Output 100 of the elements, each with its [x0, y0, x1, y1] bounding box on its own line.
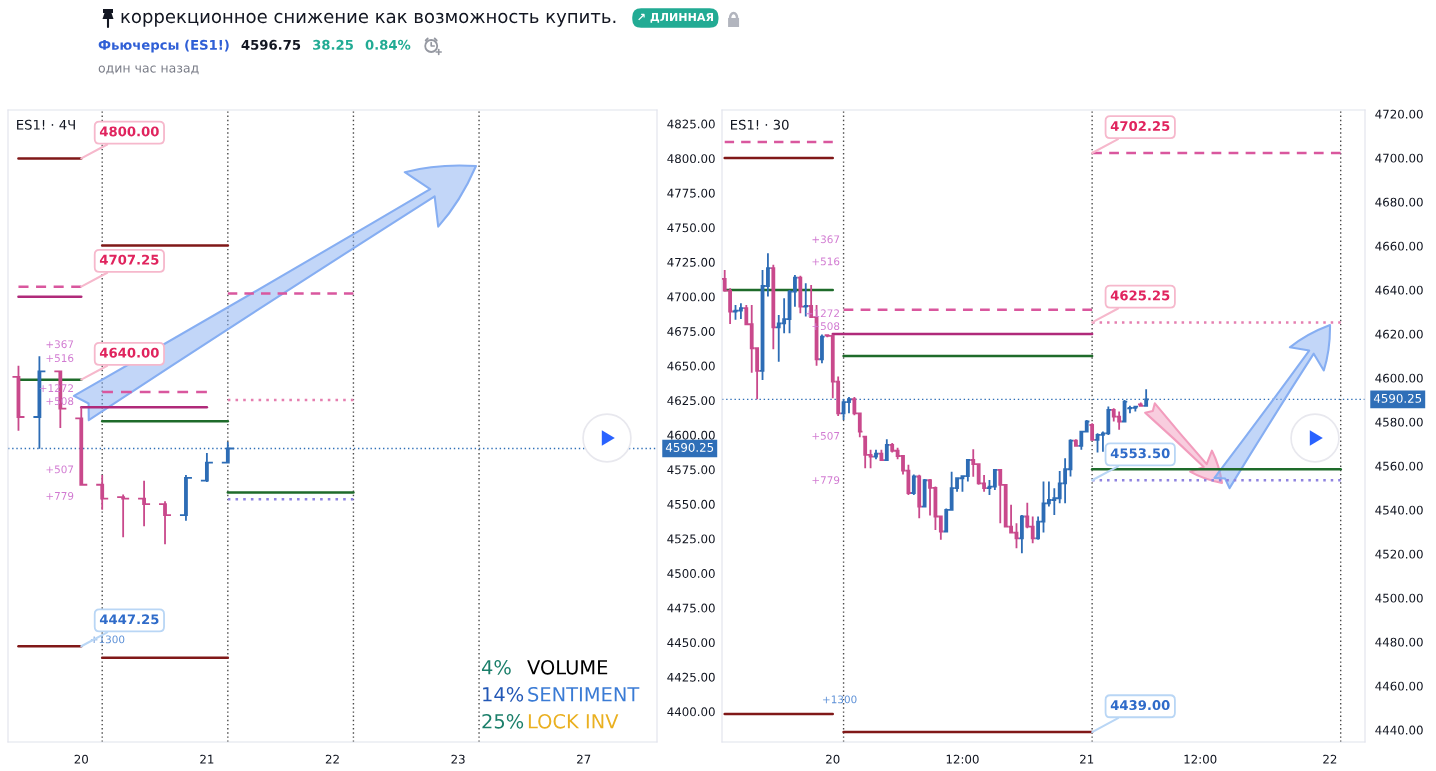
y-tick-label: 4700.00 [667, 292, 715, 302]
y-tick-label: 4540.00 [1375, 505, 1423, 515]
text: 0.84% [365, 39, 411, 50]
candlestick [1088, 422, 1096, 442]
annotation: +516 [812, 257, 840, 266]
candlestick [1131, 404, 1139, 413]
candlestick [158, 500, 172, 546]
x-tick-label: 22 [325, 754, 339, 764]
y-tick-label: 4620.00 [1375, 329, 1423, 339]
x-tick-label: 20 [826, 754, 840, 764]
y-tick-label: 4450.00 [667, 638, 715, 648]
x-tick-label: 20 [74, 754, 88, 764]
y-tick-label: 4720.00 [1375, 109, 1423, 119]
annotation: +779 [812, 476, 840, 485]
y-tick-label: 4500.00 [1375, 593, 1423, 603]
y-tick-label: 4560.00 [1375, 461, 1423, 471]
y-tick-label: 4550.00 [667, 499, 715, 509]
data-label: 4625.25 [1110, 290, 1170, 301]
annotation: +779 [46, 491, 74, 500]
annotation: VOLUME [527, 659, 608, 675]
text: коррекционное снижение как возможность купить. [121, 12, 616, 27]
candlestick [996, 468, 1004, 525]
data-label: 4702.25 [1110, 121, 1170, 132]
candlestick [1072, 438, 1080, 448]
y-tick-label: 4650.00 [667, 361, 715, 371]
y-tick-label: 4425.00 [667, 672, 715, 682]
text: ES1! · 30 [731, 119, 789, 130]
data-label: 4553.50 [1110, 448, 1170, 459]
candlestick [877, 448, 886, 462]
candlestick [883, 438, 891, 462]
x-tick-label: 23 [451, 754, 465, 764]
y-tick-label: 4660.00 [1375, 241, 1423, 251]
y-tick-label: 4775.00 [667, 188, 715, 198]
y-tick-label: 4500.00 [667, 569, 715, 578]
y-tick-label: 4460.00 [1375, 681, 1423, 691]
y-tick-label: 4525.00 [667, 534, 715, 544]
y-tick-label: 4580.00 [1375, 417, 1423, 427]
y-tick-label: 4575.00 [667, 465, 715, 475]
annotation: +516 [46, 354, 74, 363]
x-tick-label: 21 [1080, 754, 1094, 764]
annotation: +1300 [823, 695, 857, 704]
y-tick-label: 4675.00 [667, 326, 715, 336]
candlestick [818, 333, 826, 365]
candlestick [199, 452, 214, 483]
x-tick-label: 21 [200, 754, 214, 764]
y-tick-label: 4625.00 [667, 396, 715, 406]
text: ↗ ДЛИННАЯ [638, 12, 714, 23]
candlestick [1115, 410, 1123, 431]
ref-line-label: 4590.25 [1373, 393, 1422, 403]
y-tick-label: 4800.00 [667, 154, 715, 164]
text: один час назад [98, 65, 199, 75]
text: 4596.75 [241, 39, 301, 50]
y-tick-label: 4400.00 [667, 707, 715, 717]
candlestick [116, 493, 131, 539]
data-label: 4439.00 [1110, 700, 1170, 711]
ref-line-label: 4590.25 [665, 442, 714, 452]
y-tick-label: 4825.00 [667, 119, 715, 129]
y-tick-label: 4600.00 [1375, 373, 1423, 383]
data-label: 4800.00 [99, 126, 159, 137]
y-tick-label: 4640.00 [1375, 285, 1423, 295]
x-tick-label: 12:00 [1184, 754, 1217, 764]
y-tick-label: 4750.00 [667, 223, 715, 233]
y-tick-label: 4520.00 [1375, 549, 1423, 559]
candlestick [991, 468, 999, 491]
text: 38.25 [313, 39, 353, 50]
candlestick [769, 263, 777, 351]
candlestick [915, 473, 923, 520]
annotation: 14% [483, 686, 524, 702]
candlestick [1137, 401, 1145, 408]
candlestick [1018, 514, 1026, 555]
y-tick-label: 4480.00 [1375, 637, 1423, 647]
x-tick-label: 22 [1323, 754, 1337, 764]
candlestick [95, 474, 110, 511]
y-tick-label: 4440.00 [1375, 725, 1423, 735]
x-tick-label: 12:00 [946, 754, 979, 764]
data-label: 4707.25 [99, 254, 159, 265]
annotation: +1300 [90, 635, 125, 644]
data-label: 4447.25 [99, 614, 159, 625]
annotation: 25% [482, 713, 524, 729]
annotation: SENTIMENT [528, 686, 640, 702]
data-label: 4640.00 [99, 347, 159, 358]
annotation: +507 [46, 465, 74, 474]
x-tick-label: 27 [577, 754, 591, 764]
y-tick-label: 4600.00 [667, 430, 715, 440]
y-tick-label: 4680.00 [1375, 197, 1423, 207]
annotation: +507 [812, 431, 840, 440]
y-tick-label: 4725.00 [667, 257, 715, 267]
y-tick-label: 4475.00 [667, 603, 715, 613]
y-tick-label: 4700.00 [1375, 153, 1423, 163]
candlestick [137, 479, 151, 528]
candlestick [179, 474, 193, 522]
annotation: LOCK INV [528, 713, 619, 729]
candlestick [737, 302, 745, 320]
annotation: +367 [46, 340, 74, 349]
text: ES1! · 4Ч [17, 119, 75, 130]
annotation: 4% [481, 659, 511, 675]
text: Фьючерсы (ES1!) [98, 39, 229, 53]
candlestick [796, 274, 804, 315]
annotation: +367 [812, 235, 840, 244]
candlestick [872, 448, 880, 461]
